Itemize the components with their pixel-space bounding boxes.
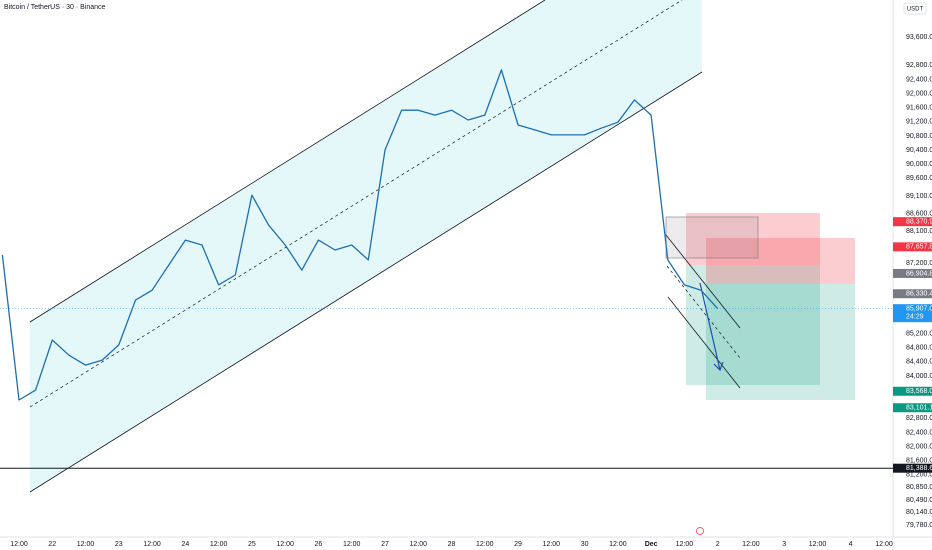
y-tick-label: 80,850.00 — [906, 484, 932, 491]
y-tick-label: 82,800.00 — [906, 415, 932, 422]
y-tick-label: 84,400.00 — [906, 359, 932, 366]
x-tick-label: 12:00 — [10, 541, 28, 548]
x-tick-label: 12:00 — [676, 541, 694, 548]
y-tick-label: 84,800.00 — [906, 345, 932, 352]
x-tick-label: 24 — [181, 541, 189, 548]
x-tick-label: 12:00 — [609, 541, 627, 548]
x-tick-label: 12:00 — [77, 541, 95, 548]
y-tick-label: 90,800.00 — [906, 133, 932, 140]
price-badge — [893, 304, 932, 323]
x-tick-label: 12:00 — [210, 541, 228, 548]
y-tick-label: 80,490.00 — [906, 497, 932, 504]
x-tick-label: 12:00 — [809, 541, 827, 548]
y-tick-label: 88,600.00 — [906, 210, 932, 217]
x-tick-label: 12:00 — [742, 541, 760, 548]
x-tick-label: 12:00 — [276, 541, 294, 548]
range-box — [665, 216, 759, 259]
price-badge — [893, 463, 932, 473]
y-tick-label: 92,400.00 — [906, 76, 932, 83]
x-tick-label: 28 — [448, 541, 456, 548]
x-tick-label: 26 — [315, 541, 323, 548]
x-tick-label: Dec — [645, 541, 658, 548]
stop-zone — [686, 213, 820, 265]
price-badge-label: 83,101.16 — [906, 405, 932, 412]
x-tick-label: 12:00 — [543, 541, 561, 548]
price-badge — [893, 242, 932, 252]
x-tick-label: 27 — [381, 541, 389, 548]
projection-arrow — [699, 282, 724, 372]
y-tick-label: 85,200.00 — [906, 330, 932, 337]
symbol-title: Bitcoin / TetherUS · 30 · Binance — [4, 4, 106, 11]
x-tick-label: 29 — [514, 541, 522, 548]
price-badge — [893, 386, 932, 396]
channel-lower — [29, 71, 703, 493]
y-tick-label: 82,400.00 — [906, 429, 932, 436]
y-tick-label: 82,000.00 — [906, 443, 932, 450]
y-tick-label: 91,600.00 — [906, 105, 932, 112]
x-tick-label: 12:00 — [476, 541, 494, 548]
y-tick-label: 81,600.00 — [906, 458, 932, 465]
stop-zone — [706, 238, 855, 284]
target-zone — [686, 265, 820, 385]
down-channel-mid — [666, 265, 741, 359]
down-channel-upper — [665, 234, 741, 329]
y-tick-label: 88,100.00 — [906, 228, 932, 235]
currency: USDT — [907, 7, 924, 13]
y-tick-label: 84,000.00 — [906, 373, 932, 380]
price-badge-label: 83,568.00 — [906, 388, 932, 395]
channel-mid — [29, 0, 683, 408]
target-zone — [706, 284, 855, 400]
y-tick-label: 92,800.00 — [906, 62, 932, 69]
currency-box — [903, 2, 927, 15]
channel-fill — [30, 0, 702, 492]
y-tick-label: 91,200.00 — [906, 119, 932, 126]
price-badge — [893, 217, 932, 227]
price-line — [1, 69, 719, 401]
y-tick-label: 87,200.00 — [906, 260, 932, 267]
y-tick-label: 81,200.00 — [906, 472, 932, 479]
price-badge-label: 81,388.67 — [906, 465, 932, 472]
price-badge — [893, 403, 932, 413]
x-tick-label: 2 — [716, 541, 720, 548]
down-channel-lower — [667, 296, 741, 389]
price-badge — [893, 268, 932, 278]
x-tick-label: 12:00 — [143, 541, 161, 548]
y-tick-label: 79,780.00 — [906, 522, 932, 529]
x-tick-label: 30 — [581, 541, 589, 548]
x-tick-label: 25 — [248, 541, 256, 548]
price-badge-label: 85,907.00 — [906, 306, 932, 313]
x-tick-label: 3 — [782, 541, 786, 548]
y-tick-label: 89,600.00 — [906, 175, 932, 182]
price-badge-label: 86,904.84 — [906, 270, 932, 277]
x-tick-label: 4 — [849, 541, 853, 548]
price-badge-label: 87,657.89 — [906, 244, 932, 251]
event-icon — [696, 527, 704, 535]
y-tick-label: 93,600.00 — [906, 34, 932, 41]
price-badge-label: 88,370.93 — [906, 219, 932, 226]
y-tick-label: 90,400.00 — [906, 147, 932, 154]
price-badge — [893, 289, 932, 299]
y-tick-label: 89,100.00 — [906, 193, 932, 200]
y-tick-label: 90,000.00 — [906, 161, 932, 168]
x-tick-label: 22 — [48, 541, 56, 548]
x-tick-label: 12:00 — [343, 541, 361, 548]
channel-upper — [29, 0, 546, 323]
y-tick-label: 80,140.00 — [906, 509, 932, 516]
countdown: 24:29 — [906, 314, 924, 321]
price-badge-label: 86,330.40 — [906, 291, 932, 298]
x-tick-label: 12:00 — [875, 541, 893, 548]
y-tick-label: 92,000.00 — [906, 90, 932, 97]
x-tick-label: 12:00 — [409, 541, 427, 548]
x-tick-label: 23 — [115, 541, 123, 548]
